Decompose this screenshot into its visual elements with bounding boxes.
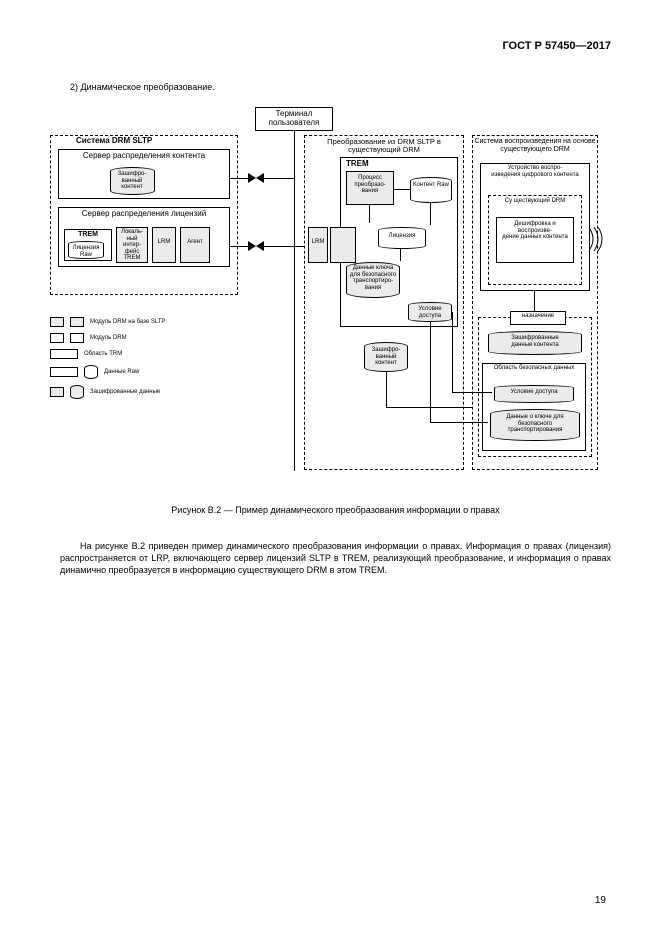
content-server-label: Сервер распределения контента — [60, 152, 228, 161]
legend-l3: Область TRM — [84, 351, 122, 358]
content-raw-label: Контент Raw — [411, 182, 451, 189]
access-cond2-label: Условие доступа — [495, 389, 573, 396]
conv-process-label: Процесс преобразо- вания — [347, 175, 393, 195]
content-raw-cyl — [410, 177, 452, 203]
list-item: 2) Динамическое преобразование. — [70, 82, 611, 92]
conversion-title: Преобразование из DRM SLTP в существующи… — [308, 138, 460, 155]
doc-header: ГОСТ Р 57450—2017 — [60, 40, 611, 52]
device-label: Устройство воспро- изведения цифрового к… — [482, 165, 588, 178]
key-data2-label: Данные о ключе для безопасного транспорт… — [491, 414, 579, 434]
legend-l4: Данные Raw — [104, 369, 139, 376]
license-server-label: Сервер распределения лицензий — [60, 210, 228, 219]
encrypted-content-label: Зашифро- ванный контент — [112, 171, 152, 191]
page-number: 19 — [595, 895, 606, 906]
legend: Модуль DRM на базе SLTP Модуль DRM Облас… — [50, 317, 230, 405]
agent-label: Агент — [181, 239, 209, 246]
local-if-2 — [330, 227, 356, 263]
license-raw-label: Лицензия Raw — [68, 245, 104, 258]
body-text: На рисунке В.2 приведен пример динамичес… — [60, 540, 611, 576]
sltp-title: Система DRM SLTP — [76, 137, 152, 146]
access-cond-label: Условие доступа — [409, 306, 451, 319]
bowtie-icon — [248, 241, 264, 251]
enc-content2-label: Зашифро- ванный контент — [365, 347, 407, 367]
trem-conv-label: TREM — [346, 160, 369, 169]
local-if-label: Локаль- ный интер- фейс TREM — [117, 229, 147, 262]
decrypt-label: Дешифровка и воспроизве- дение данных ко… — [498, 221, 572, 241]
legend-l5: Зашифрованные данные — [90, 389, 160, 396]
bowtie-icon — [248, 173, 264, 183]
key-data-label: Данные ключа для безопасного транспортир… — [347, 265, 399, 291]
existing-drm-label: Су ществующий DRM — [490, 198, 580, 205]
trem-label: TREM — [66, 231, 110, 239]
lrm-label: LRM — [153, 239, 175, 246]
assignment-label: назначение — [511, 313, 565, 320]
enc-data-label: Зашифрованные данные контента — [489, 335, 581, 348]
legend-l2: Модуль DRM — [90, 335, 127, 342]
safe-area-label: Область безопасных данных — [484, 365, 584, 372]
playback-title: Система воспроизведения на основе сущест… — [474, 138, 596, 153]
sound-icon — [588, 227, 604, 251]
diagram: Терминал пользователя Система DRM SLTP С… — [50, 107, 598, 487]
figure-caption: Рисунок В.2 — Пример динамического преоб… — [60, 505, 611, 515]
license-label: Лицензия — [379, 233, 425, 240]
terminal-box: Терминал пользователя — [255, 107, 333, 131]
lrm-label-2: LRM — [308, 239, 328, 246]
legend-l1: Модуль DRM на базе SLTP — [90, 319, 165, 326]
